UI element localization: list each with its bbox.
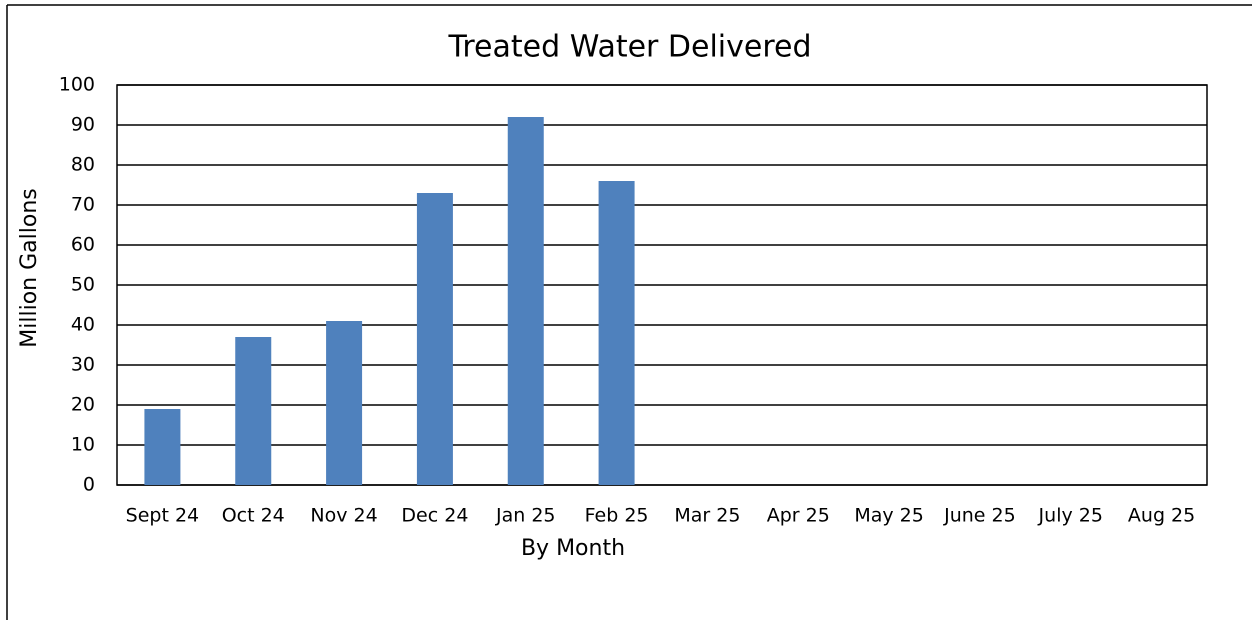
x-tick-label: Mar 25 <box>674 505 740 527</box>
y-tick-label: 10 <box>71 434 95 456</box>
y-tick-label: 60 <box>71 234 95 256</box>
bar <box>235 337 272 485</box>
x-tick-label: Jan 25 <box>495 505 556 527</box>
x-tick-label: Feb 25 <box>585 505 649 527</box>
bar <box>416 193 453 485</box>
bar <box>326 321 363 485</box>
x-tick-label: June 25 <box>943 505 1016 527</box>
bar <box>507 117 544 485</box>
bar <box>598 181 635 485</box>
y-tick-label: 70 <box>71 194 95 216</box>
x-tick-label: Sept 24 <box>126 505 199 527</box>
x-tick-label: Aug 25 <box>1128 505 1195 527</box>
x-tick-label: Apr 25 <box>767 505 830 527</box>
x-tick-label: Nov 24 <box>310 505 377 527</box>
x-tick-label: July 25 <box>1038 505 1103 527</box>
x-tick-label: May 25 <box>854 505 924 527</box>
y-tick-label: 30 <box>71 354 95 376</box>
y-tick-label: 90 <box>71 114 95 136</box>
x-tick-label: Oct 24 <box>222 505 285 527</box>
x-tick-label: Dec 24 <box>401 505 468 527</box>
bar <box>144 409 181 485</box>
y-tick-label: 100 <box>59 74 95 96</box>
x-axis-label: By Month <box>521 536 625 561</box>
chart-title: Treated Water Delivered <box>447 30 811 65</box>
y-axis-label: Million Gallons <box>17 188 42 347</box>
y-tick-label: 50 <box>71 274 95 296</box>
y-tick-label: 80 <box>71 154 95 176</box>
y-tick-label: 40 <box>71 314 95 336</box>
y-tick-label: 0 <box>83 474 95 496</box>
plot-border <box>116 84 1208 486</box>
y-tick-label: 20 <box>71 394 95 416</box>
